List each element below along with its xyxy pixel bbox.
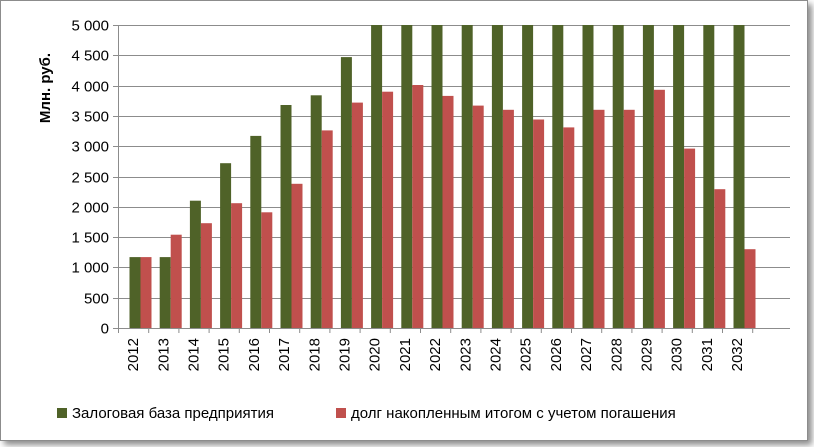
bar-collateral-2017 bbox=[280, 105, 292, 328]
bar-collateral-2015 bbox=[220, 163, 232, 328]
y-tick-label: 2 500 bbox=[71, 170, 109, 187]
bar-debt-2030 bbox=[684, 148, 696, 328]
bar-collateral-2028 bbox=[612, 25, 624, 328]
bar-debt-2025 bbox=[533, 119, 545, 328]
x-tick-label: 2028 bbox=[608, 338, 625, 371]
y-tick-label: 3 500 bbox=[71, 109, 109, 126]
x-axis-ticks: 2012 2013 2014 2015 2016 2017 2018 2019 2020 2021… bbox=[118, 328, 754, 371]
bar-debt-2028 bbox=[623, 109, 635, 328]
bar-debt-2015 bbox=[231, 203, 243, 328]
bar-debt-2023 bbox=[472, 105, 484, 328]
bar-debt-2017 bbox=[291, 183, 303, 328]
bar-debt-2029 bbox=[653, 89, 665, 328]
bar-collateral-2013 bbox=[159, 257, 171, 328]
bar-debt-2022 bbox=[442, 95, 454, 329]
bar-debt-2012 bbox=[140, 257, 152, 328]
bar-debt-2018 bbox=[321, 130, 333, 328]
bar-debt-2014 bbox=[200, 223, 212, 328]
x-tick-label: 2027 bbox=[578, 338, 595, 371]
bar-collateral-2012 bbox=[129, 257, 141, 328]
bar-debt-2026 bbox=[563, 127, 575, 329]
x-tick-label: 2016 bbox=[246, 338, 263, 371]
bar-collateral-2025 bbox=[522, 25, 534, 328]
y-tick-label: 500 bbox=[84, 291, 109, 308]
legend: Залоговая база предприятия долг накопленн… bbox=[57, 405, 676, 422]
bar-debt-2021 bbox=[412, 85, 424, 328]
x-tick-label: 2020 bbox=[367, 338, 384, 371]
bar-debt-2013 bbox=[170, 234, 182, 328]
legend-label: долг накопленным итогом с учетом погашен… bbox=[351, 405, 676, 422]
bar-collateral-2026 bbox=[552, 25, 564, 328]
legend-item-debt: долг накопленным итогом с учетом погашен… bbox=[336, 405, 676, 422]
y-tick-label: 3 000 bbox=[71, 139, 109, 156]
legend-label: Залоговая база предприятия bbox=[72, 405, 274, 422]
bars bbox=[129, 25, 756, 329]
y-tick-label: 0 bbox=[101, 321, 109, 338]
bar-collateral-2030 bbox=[673, 25, 685, 328]
bar-collateral-2023 bbox=[461, 25, 473, 328]
axes bbox=[118, 25, 790, 329]
x-tick-label: 2029 bbox=[639, 338, 656, 371]
bar-debt-2031 bbox=[714, 189, 726, 328]
legend-item-collateral: Залоговая база предприятия bbox=[57, 405, 274, 422]
legend-swatch bbox=[57, 408, 67, 418]
y-tick-label: 5 000 bbox=[71, 18, 109, 35]
bar-collateral-2019 bbox=[340, 57, 352, 328]
x-tick-label: 2030 bbox=[669, 338, 686, 371]
y-tick-label: 4 000 bbox=[71, 79, 109, 96]
bar-debt-2019 bbox=[351, 102, 363, 328]
x-tick-label: 2025 bbox=[518, 338, 535, 371]
x-tick-label: 2014 bbox=[186, 338, 203, 371]
y-tick-label: 2 000 bbox=[71, 200, 109, 217]
x-tick-label: 2032 bbox=[729, 338, 746, 371]
x-tick-label: 2018 bbox=[306, 338, 323, 371]
bar-collateral-2029 bbox=[642, 25, 654, 328]
x-tick-label: 2017 bbox=[276, 338, 293, 371]
bar-collateral-2022 bbox=[431, 25, 443, 328]
bar-collateral-2014 bbox=[189, 200, 201, 328]
x-tick-label: 2012 bbox=[125, 338, 142, 371]
bar-collateral-2018 bbox=[310, 95, 322, 328]
x-tick-label: 2024 bbox=[488, 338, 505, 371]
legend-swatch bbox=[336, 408, 346, 418]
x-tick-label: 2022 bbox=[427, 338, 444, 371]
x-tick-label: 2021 bbox=[397, 338, 414, 371]
x-tick-label: 2013 bbox=[155, 338, 172, 371]
x-tick-label: 2026 bbox=[548, 338, 565, 371]
bar-collateral-2024 bbox=[491, 25, 503, 328]
bar-collateral-2031 bbox=[703, 25, 715, 328]
y-tick-label: 1 000 bbox=[71, 260, 109, 277]
bar-debt-2032 bbox=[744, 249, 756, 328]
bar-collateral-2032 bbox=[733, 25, 745, 328]
bar-debt-2016 bbox=[261, 212, 273, 328]
y-axis-ticks: 0 500 1 000 1 500 2 000 2 500 3 000 3 500 4 000 4… bbox=[71, 18, 118, 338]
bar-debt-2027 bbox=[593, 109, 605, 328]
x-tick-label: 2031 bbox=[699, 338, 716, 371]
x-tick-label: 2023 bbox=[457, 338, 474, 371]
x-tick-label: 2015 bbox=[216, 338, 233, 371]
x-tick-label: 2019 bbox=[337, 338, 354, 371]
bar-collateral-2020 bbox=[371, 25, 383, 328]
y-tick-label: 1 500 bbox=[71, 230, 109, 247]
bar-collateral-2016 bbox=[250, 135, 262, 328]
bar-debt-2020 bbox=[382, 91, 394, 328]
bar-collateral-2021 bbox=[401, 25, 413, 328]
bar-collateral-2027 bbox=[582, 25, 594, 328]
y-axis-label: Млн. руб. bbox=[37, 53, 54, 123]
y-tick-label: 4 500 bbox=[71, 48, 109, 65]
bar-debt-2024 bbox=[502, 109, 514, 328]
